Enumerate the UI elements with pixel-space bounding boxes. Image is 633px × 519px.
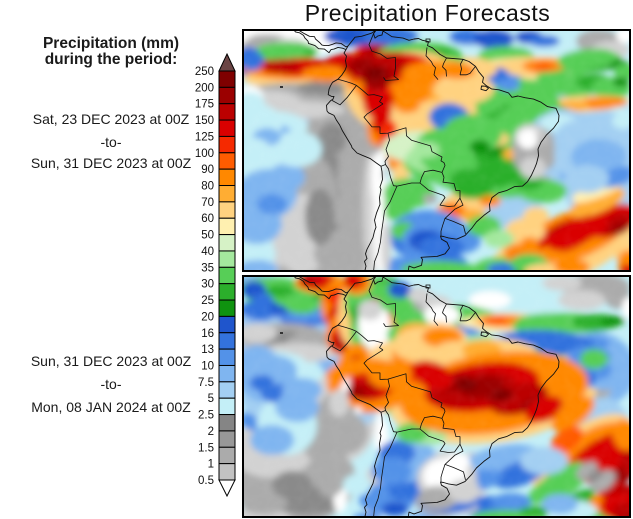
svg-text:30: 30 — [201, 279, 214, 291]
svg-text:50: 50 — [201, 230, 214, 242]
svg-text:7.5: 7.5 — [198, 377, 214, 389]
svg-text:20: 20 — [201, 311, 214, 323]
svg-text:40: 40 — [201, 246, 214, 258]
svg-text:150: 150 — [195, 115, 214, 127]
svg-text:200: 200 — [195, 82, 214, 94]
svg-text:2.5: 2.5 — [198, 410, 214, 422]
svg-text:70: 70 — [201, 197, 214, 209]
svg-text:90: 90 — [201, 164, 214, 176]
svg-text:100: 100 — [195, 148, 214, 160]
svg-text:10: 10 — [201, 360, 214, 372]
svg-text:1: 1 — [208, 459, 214, 471]
svg-text:1.5: 1.5 — [198, 442, 214, 454]
svg-text:5: 5 — [208, 393, 214, 405]
svg-text:0.5: 0.5 — [198, 475, 214, 487]
svg-text:16: 16 — [201, 328, 214, 340]
svg-text:2: 2 — [208, 426, 214, 438]
svg-text:25: 25 — [201, 295, 214, 307]
svg-text:13: 13 — [201, 344, 214, 356]
svg-text:80: 80 — [201, 181, 214, 193]
svg-text:125: 125 — [195, 131, 214, 143]
svg-text:175: 175 — [195, 99, 214, 111]
svg-text:250: 250 — [195, 66, 214, 78]
svg-text:35: 35 — [201, 262, 214, 274]
svg-text:60: 60 — [201, 213, 214, 225]
